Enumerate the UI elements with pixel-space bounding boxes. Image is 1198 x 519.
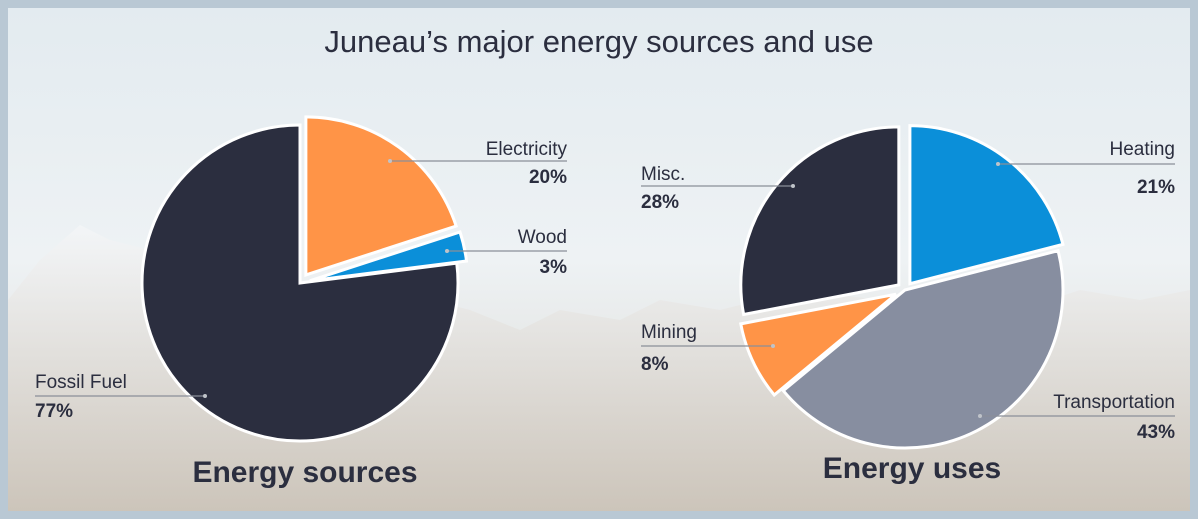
slice-value-label: 28% — [641, 192, 679, 213]
leader-dot — [771, 344, 775, 348]
slice-value-label: 77% — [35, 401, 73, 422]
chart-title: Energy sources — [192, 456, 417, 489]
leader-dot — [978, 414, 982, 418]
slice-value-label: 43% — [1137, 422, 1175, 443]
leader-dot — [445, 249, 449, 253]
slice-value-label: 21% — [1137, 177, 1175, 198]
pie-slice — [738, 292, 897, 398]
slice-label: Mining — [641, 322, 697, 343]
slice-value-label: 20% — [529, 167, 567, 188]
leader-dot — [388, 159, 392, 163]
slice-value-label: 8% — [641, 354, 669, 375]
slice-label: Misc. — [641, 164, 685, 185]
pie-slice — [781, 248, 1065, 450]
pie-slice — [309, 230, 469, 283]
leader-dot — [791, 184, 795, 188]
slice-label: Transportation — [1053, 392, 1175, 413]
pie-slice — [908, 124, 1065, 286]
leader-dot — [996, 162, 1000, 166]
leader-dot — [203, 394, 207, 398]
slice-label: Electricity — [486, 139, 568, 160]
page-title: Juneau’s major energy sources and use — [324, 24, 873, 59]
slice-value-label: 3% — [540, 257, 568, 278]
pie-slice — [304, 115, 459, 277]
slice-label: Fossil Fuel — [35, 372, 127, 393]
pie-slice — [140, 123, 460, 443]
slice-label: Wood — [518, 227, 567, 248]
pie-slice — [739, 125, 901, 317]
chart-title: Energy uses — [823, 452, 1001, 485]
slice-label: Heating — [1110, 139, 1176, 160]
